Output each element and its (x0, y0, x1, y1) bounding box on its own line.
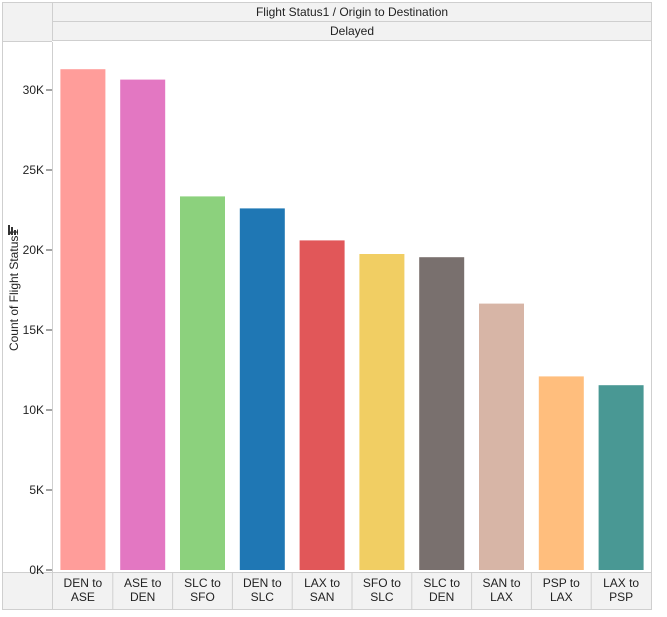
bar[interactable] (479, 303, 524, 570)
chart-frame (2, 2, 652, 610)
y-axis-title: Count of Flight Status1 (7, 229, 21, 351)
x-tick-label: SFO to (363, 576, 401, 590)
x-tick-label: DEN to (243, 576, 282, 590)
x-tick-label: SLC (251, 590, 275, 604)
y-tick-label: 0K (29, 563, 44, 577)
x-tick-label: LAX (490, 590, 513, 604)
y-tick-label: 10K (23, 403, 44, 417)
x-tick-label: DEN (429, 590, 454, 604)
y-tick-label: 20K (23, 243, 44, 257)
facet-label: Delayed (52, 22, 651, 41)
bar[interactable] (538, 376, 584, 570)
plot-left-border (52, 42, 53, 572)
x-tick-label: SLC to (184, 576, 221, 590)
bar[interactable] (419, 257, 465, 570)
bar[interactable] (60, 69, 106, 570)
bar[interactable] (239, 208, 285, 570)
bar[interactable] (299, 240, 345, 570)
x-tick-label: LAX to (603, 576, 639, 590)
x-tick-label: SLC (370, 590, 394, 604)
bar[interactable] (359, 254, 405, 570)
x-tick-label: SFO (190, 590, 215, 604)
x-tick-label: SAN (310, 590, 335, 604)
y-tick-label: 5K (29, 483, 44, 497)
x-tick-label: SLC to (423, 576, 460, 590)
bar[interactable] (120, 79, 166, 570)
x-tick-label: DEN to (64, 576, 103, 590)
chart-title: Flight Status1 / Origin to Destination (52, 3, 651, 22)
x-tick-label: DEN (130, 590, 155, 604)
bar[interactable] (180, 196, 225, 570)
x-tick-label: SAN to (482, 576, 520, 590)
bar[interactable] (598, 385, 644, 570)
x-tick-label: LAX (550, 590, 573, 604)
y-axis-area (3, 42, 52, 571)
header-corner (3, 3, 52, 42)
x-tick-label: PSP (609, 590, 633, 604)
y-tick-label: 30K (23, 83, 44, 97)
sort-icon[interactable] (7, 224, 19, 236)
y-axis-title-container: Count of Flight Status1 (7, 229, 21, 351)
x-tick-label: LAX to (304, 576, 340, 590)
y-tick-label: 25K (23, 163, 44, 177)
y-tick-label: 15K (23, 323, 44, 337)
x-tick-label: ASE to (124, 576, 162, 590)
footer-corner (3, 572, 52, 609)
x-tick-label: ASE (71, 590, 95, 604)
x-tick-label: PSP to (543, 576, 580, 590)
